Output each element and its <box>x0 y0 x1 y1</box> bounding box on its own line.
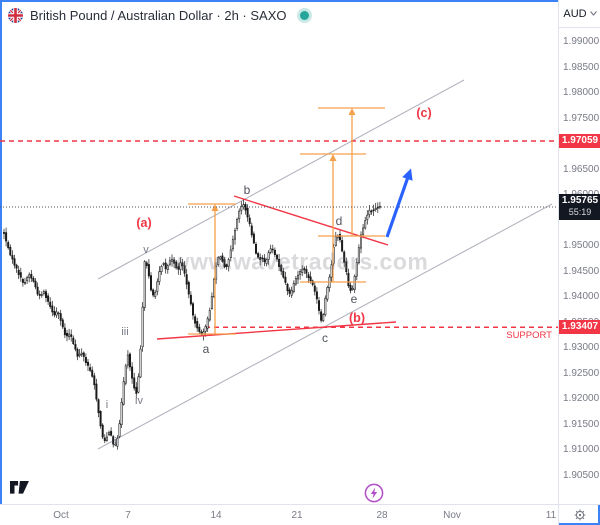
svg-text:iii: iii <box>121 326 128 338</box>
price-tick: 1.91000 <box>563 444 600 455</box>
time-tick: 11 <box>545 510 557 521</box>
time-axis[interactable]: Oct 7 14 21 28 Nov 11 <box>0 504 558 525</box>
price-tick: 1.98500 <box>563 61 600 73</box>
chart-pane[interactable]: SUPPORT i ii iii iv v a b c d e (a) (b) (c) www.wave… <box>0 0 558 504</box>
gbp-flag-icon <box>8 7 23 23</box>
price-tick: 1.91500 <box>563 418 600 430</box>
price-tick: 1.95000 <box>563 240 600 251</box>
svg-text:ii: ii <box>115 436 120 448</box>
price-tick: 1.94500 <box>563 265 600 277</box>
support-price-badge: 1.93407 <box>559 320 600 335</box>
lightning-icon <box>364 483 384 503</box>
svg-text:e: e <box>351 292 358 306</box>
svg-text:c: c <box>322 331 328 345</box>
svg-text:d: d <box>336 214 343 228</box>
projection-arrow <box>385 168 413 238</box>
axis-settings-button[interactable] <box>558 504 600 525</box>
lightning-button[interactable] <box>364 483 384 508</box>
currency-selector[interactable]: AUD <box>559 0 600 28</box>
time-tick: Oct <box>53 510 69 521</box>
market-status-dot[interactable] <box>299 10 309 20</box>
chart-legend: British Pound / Australian Dollar · 2h ·… <box>0 0 309 30</box>
price-tick: 1.92000 <box>563 393 600 404</box>
time-tick: 28 <box>376 510 388 521</box>
chevron-down-icon <box>589 11 597 16</box>
time-tick: 14 <box>210 510 222 521</box>
svg-text:SUPPORT: SUPPORT <box>506 330 552 341</box>
svg-text:(c): (c) <box>416 106 431 120</box>
price-tick: 1.94000 <box>563 291 600 302</box>
price-tick: 1.92500 <box>563 367 600 379</box>
last-price-value: 1.95765 <box>561 194 599 206</box>
symbol-title[interactable]: British Pound / Australian Dollar · 2h ·… <box>30 7 287 23</box>
price-tick: 1.99000 <box>563 36 600 47</box>
price-axis[interactable]: AUD 1.99000 1.98500 1.98000 1.97500 1.96500 1… <box>558 0 600 504</box>
time-tick: 7 <box>125 510 131 521</box>
measurement-ranges-layer <box>188 107 385 335</box>
price-tick: 1.97500 <box>563 112 600 124</box>
svg-text:v: v <box>143 244 149 256</box>
time-tick: 21 <box>291 510 303 521</box>
resistance-price-badge: 1.97059 <box>559 133 600 148</box>
price-tick: 1.90500 <box>563 469 600 481</box>
gear-icon <box>574 509 585 521</box>
candles-layer <box>2 199 381 450</box>
price-tick: 1.98000 <box>563 87 600 98</box>
svg-text:(b): (b) <box>349 311 365 325</box>
svg-text:i: i <box>106 399 108 411</box>
bar-countdown: 55:19 <box>568 206 592 217</box>
svg-text:(a): (a) <box>136 216 151 230</box>
svg-text:a: a <box>203 342 210 356</box>
time-tick: Nov <box>443 510 461 521</box>
price-tick: 1.96500 <box>563 163 600 175</box>
triangle-trendlines-layer <box>156 195 397 340</box>
last-price-badge: 1.95765 55:19 <box>559 193 600 220</box>
support-resistance-layer: SUPPORT <box>0 140 558 341</box>
tradingview-logo[interactable] <box>10 481 32 500</box>
currency-label: AUD <box>563 7 587 20</box>
svg-text:iv: iv <box>135 395 143 407</box>
price-tick: 1.93000 <box>563 342 600 353</box>
svg-text:b: b <box>244 183 251 197</box>
